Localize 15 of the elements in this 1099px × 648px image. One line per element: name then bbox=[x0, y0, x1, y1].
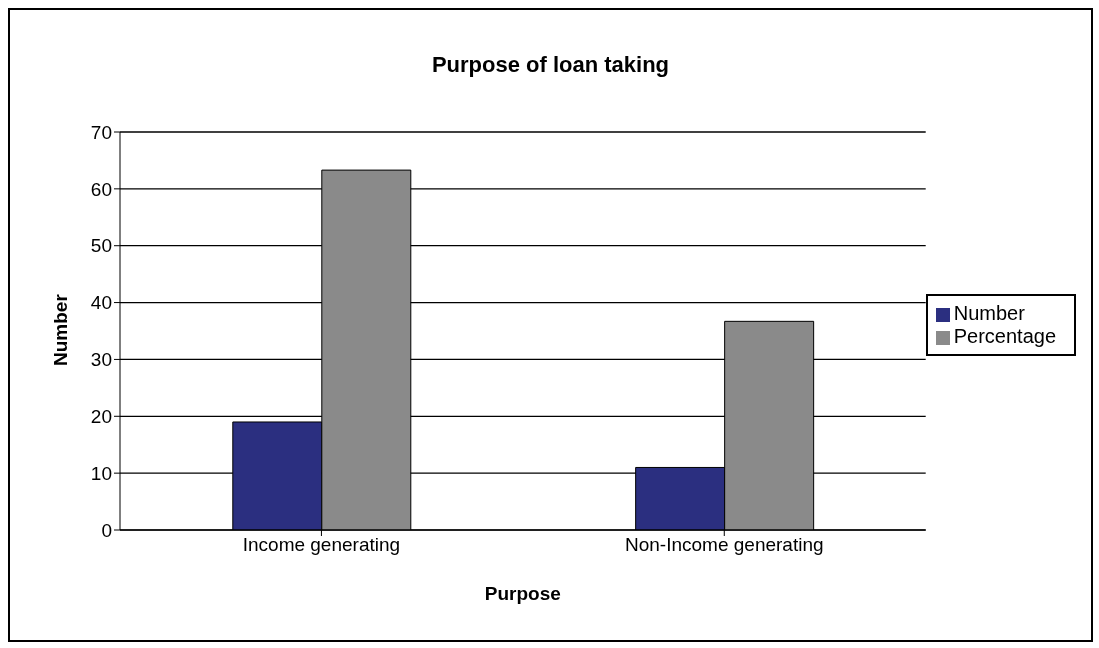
y-tick-label: 0 bbox=[101, 519, 112, 541]
y-tick-label: 70 bbox=[90, 121, 112, 143]
y-tick-label: 60 bbox=[90, 178, 112, 200]
y-tick-label: 20 bbox=[90, 406, 112, 428]
y-tick-label: 10 bbox=[90, 462, 112, 484]
y-tick-label: 40 bbox=[90, 292, 112, 314]
chart-title: Purpose of loan taking bbox=[430, 52, 671, 78]
legend-label: Number bbox=[953, 302, 1025, 324]
y-tick-label: 50 bbox=[90, 235, 112, 257]
y-axis-title: Number bbox=[49, 293, 71, 366]
legend-label: Percentage bbox=[953, 325, 1056, 347]
x-axis-title: Purpose bbox=[484, 583, 561, 604]
x-tick-label: Income generating bbox=[242, 534, 401, 556]
y-tick-label: 30 bbox=[90, 349, 112, 371]
x-tick-label: Non-Income generating bbox=[624, 534, 824, 556]
